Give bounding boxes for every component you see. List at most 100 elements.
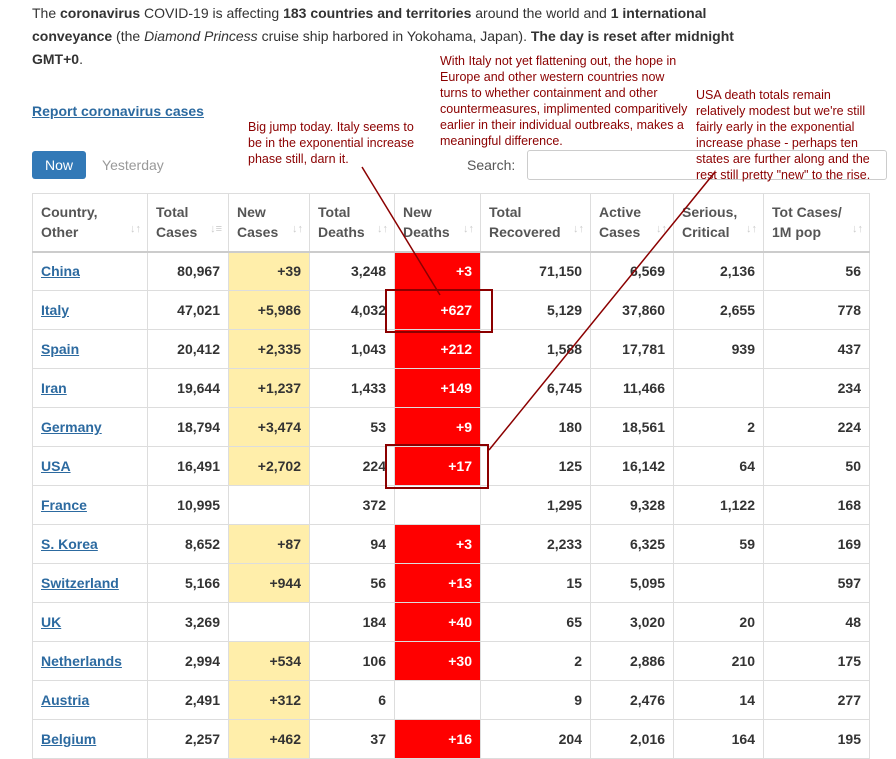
column-header[interactable]: New Cases ↓↑ [228,193,310,253]
cell-new-cases: +1,237 [228,368,310,408]
cell-recovered: 65 [480,602,591,642]
cell-new-cases: +312 [228,680,310,720]
table-row: Italy 47,021 +5,986 4,032 +627 5,129 37,860 2,6… [32,290,870,330]
cell-per-1m: 169 [763,524,870,564]
cell-per-1m: 277 [763,680,870,720]
cell-active: 5,095 [590,563,674,603]
cases-table: Country, Other ↓↑ Total Cases ↓≡ New Cases ↓↑ Tot… [32,193,870,759]
cell-total-cases: 80,967 [147,251,229,291]
table-row: S. Korea 8,652 +87 94 +3 2,233 6,325 59 169 [32,524,870,564]
table-row: Germany 18,794 +3,474 53 +9 180 18,561 2 224 [32,407,870,447]
cell-country: Italy [32,290,148,330]
cell-total-deaths: 1,433 [309,368,395,408]
column-header[interactable]: Total Deaths ↓↑ [309,193,395,253]
cell-per-1m: 224 [763,407,870,447]
intro-italic: Diamond Princess [144,28,258,44]
cell-serious: 2,655 [673,290,764,330]
cell-country: Germany [32,407,148,447]
cell-total-deaths: 4,032 [309,290,395,330]
cell-recovered: 15 [480,563,591,603]
cell-recovered: 5,129 [480,290,591,330]
cell-active: 16,142 [590,446,674,486]
cell-new-deaths: +149 [394,368,481,408]
table-row: Austria 2,491 +312 6 9 2,476 14 277 [32,680,870,720]
country-link[interactable]: Belgium [41,731,97,747]
cell-total-deaths: 3,248 [309,251,395,291]
country-link[interactable]: Netherlands [41,653,122,669]
column-header[interactable]: Tot Cases/1M pop ↓↑ [763,193,870,253]
column-header-line1: Serious, [682,204,738,221]
tab-now[interactable]: Now [32,151,87,179]
column-header[interactable]: Total Recovered ↓↑ [480,193,591,253]
cell-per-1m: 195 [763,719,870,759]
intro-part: The [32,5,61,21]
country-link[interactable]: Spain [41,341,80,357]
country-link[interactable]: Germany [41,419,102,435]
intro-text: The coronavirus COVID-19 is affecting 18… [32,2,752,71]
column-header[interactable]: Total Cases ↓≡ [147,193,229,253]
table-header-row: Country, Other ↓↑ Total Cases ↓≡ New Cases ↓↑ Tot… [32,193,870,253]
cell-country: Netherlands [32,641,148,681]
cell-country: Iran [32,368,148,408]
column-header[interactable]: New Deaths ↓↑ [394,193,481,253]
cell-country: Austria [32,680,148,720]
cell-serious: 939 [673,329,764,369]
cell-new-deaths: +9 [394,407,481,447]
cell-new-deaths: +13 [394,563,481,603]
column-header-line2: Deaths [318,224,365,241]
cell-new-deaths: +212 [394,329,481,369]
country-link[interactable]: China [41,263,80,280]
cell-new-cases: +39 [228,251,310,291]
sort-icon: ↓↑ [852,222,863,235]
column-header-line1: Total [318,204,351,221]
sort-icon: ↓↑ [746,222,757,235]
usa-annotation: USA death totals remain relatively modes… [696,88,871,182]
country-link[interactable]: Italy [41,302,70,318]
report-cases-link[interactable]: Report coronavirus cases [32,103,204,119]
tab-yesterday[interactable]: Yesterday [102,157,164,173]
cell-new-cases: +2,702 [228,446,310,486]
country-link[interactable]: France [41,497,87,513]
cell-total-cases: 8,652 [147,524,229,564]
cell-per-1m: 50 [763,446,870,486]
country-link[interactable]: Iran [41,380,67,396]
cell-active: 18,561 [590,407,674,447]
europe-annotation: With Italy not yet flattening out, the h… [440,54,688,148]
column-header-line2: Cases [156,224,198,241]
cell-serious: 64 [673,446,764,486]
column-header-line1: Country, [41,204,98,221]
cell-total-cases: 2,994 [147,641,229,681]
country-link[interactable]: USA [41,458,71,474]
country-link[interactable]: S. Korea [41,536,98,552]
cell-serious: 59 [673,524,764,564]
cell-per-1m: 778 [763,290,870,330]
cell-serious [673,368,764,408]
column-header-line2: Recovered [489,224,561,241]
cell-active: 2,886 [590,641,674,681]
table-body: China 80,967 +39 3,248 +3 71,150 6,569 2,136 56 I… [32,251,870,759]
column-header[interactable]: Country, Other ↓↑ [32,193,148,253]
cell-total-cases: 5,166 [147,563,229,603]
intro-part: . [79,51,83,67]
cell-per-1m: 175 [763,641,870,681]
cell-total-deaths: 6 [309,680,395,720]
country-link[interactable]: Austria [41,692,90,708]
cell-per-1m: 48 [763,602,870,642]
country-link[interactable]: Switzerland [41,575,119,591]
column-header-line1: New [403,204,432,221]
cell-serious: 20 [673,602,764,642]
column-header[interactable]: Serious, Critical ↓↑ [673,193,764,253]
column-header-line1: Tot Cases/ [772,204,842,221]
table-row: Netherlands 2,994 +534 106 +30 2 2,886 210 175 [32,641,870,681]
cell-new-deaths: +16 [394,719,481,759]
cell-recovered: 71,150 [480,251,591,291]
cell-per-1m: 168 [763,485,870,525]
intro-bold: 1 international conveyance [32,5,707,44]
column-header[interactable]: Active Cases ↓↑ [590,193,674,253]
cell-recovered: 2 [480,641,591,681]
cell-serious: 2 [673,407,764,447]
cell-active: 6,325 [590,524,674,564]
cell-recovered: 2,233 [480,524,591,564]
cell-total-cases: 20,412 [147,329,229,369]
country-link[interactable]: UK [41,614,62,630]
